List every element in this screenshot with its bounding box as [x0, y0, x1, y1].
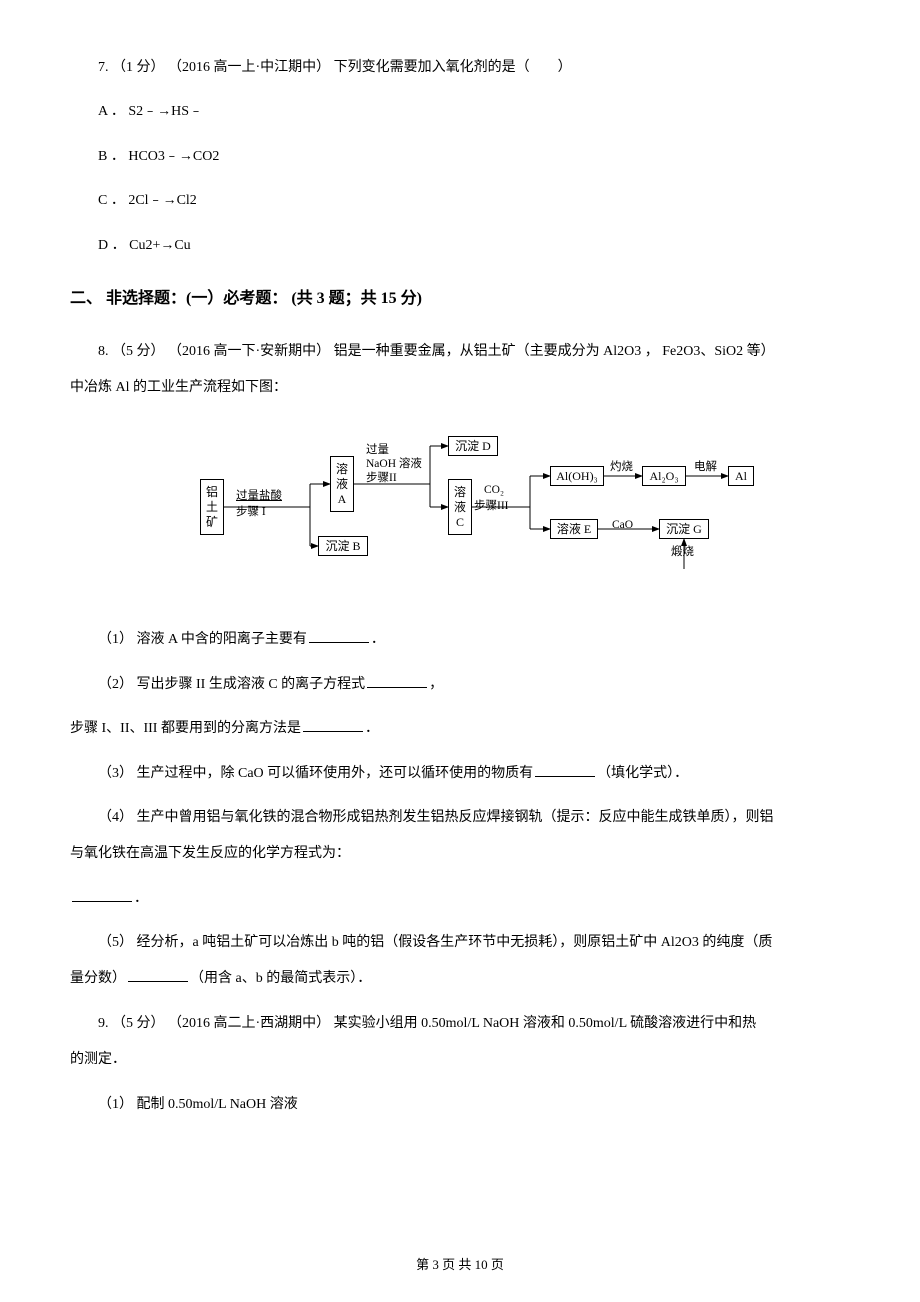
q7-option-a: A ． S2﹣→HS﹣ — [70, 94, 850, 130]
q8-header-line1: 8. （5 分） （2016 高一下·安新期中） 铝是一种重要金属，从铝土矿（主… — [70, 334, 850, 370]
q8-sub4-blank: ． — [70, 881, 850, 917]
flowchart-label-step3a: CO₂ — [484, 484, 504, 497]
q8-sub1-end: ． — [371, 632, 385, 647]
q8-sub4: （4） 生产中曾用铝与氧化铁的混合物形成铝热剂发生铝热反应焊接钢轨（提示：反应中… — [70, 800, 850, 873]
flowchart-node-al2o3: Al₂O₃ — [642, 466, 686, 486]
blank — [72, 886, 132, 902]
flowchart-node-precipD: 沉淀 D — [448, 436, 498, 456]
q7-option-b: B ． HCO3﹣→CO2 — [70, 139, 850, 175]
q8-header: 8. （5 分） （2016 高一下·安新期中） 铝是一种重要金属，从铝土矿（主… — [70, 334, 850, 407]
blank — [535, 761, 595, 777]
flowchart-node-solE: 溶液 E — [550, 519, 598, 539]
q7-option-d: D ． Cu2+→Cu — [70, 228, 850, 264]
q7-header: 7. （1 分） （2016 高一上·中江期中） 下列变化需要加入氧化剂的是（ … — [70, 50, 850, 86]
flowchart-label-step1a: 过量盐酸 — [236, 490, 282, 503]
q7-option-c: C ． 2Cl﹣→Cl2 — [70, 183, 850, 219]
q8-sub5: （5） 经分析，a 吨铝土矿可以冶炼出 b 吨的铝（假设各生产环节中无损耗），则… — [70, 925, 850, 998]
q8-sub2a-text: （2） 写出步骤 II 生成溶液 C 的离子方程式 — [98, 677, 365, 692]
blank — [128, 966, 188, 982]
flowchart-label-burn: 灼烧 — [610, 461, 633, 474]
q9-header-line1: 9. （5 分） （2016 高二上·西湖期中） 某实验小组用 0.50mol/… — [70, 1006, 850, 1042]
q8-sub2b: 步骤 I、II、III 都要用到的分离方法是 ． — [70, 711, 850, 747]
q8-sub4-end: ． — [134, 891, 148, 906]
flowchart-node-al: Al — [728, 466, 754, 486]
q8-sub5-line2: 量分数） — [70, 971, 126, 986]
flowchart-label-electro: 电解 — [694, 461, 717, 474]
flowchart-node-precipB: 沉淀 B — [318, 536, 368, 556]
flowchart-node-precipG: 沉淀 G — [659, 519, 709, 539]
q8-sub5-line1: （5） 经分析，a 吨铝土矿可以冶炼出 b 吨的铝（假设各生产环节中无损耗），则… — [70, 925, 850, 961]
flowchart-label-cao: CaO — [612, 519, 633, 532]
flowchart-node-solC: 溶 液 C — [448, 479, 472, 535]
flowchart-label-step2c: 步骤II — [366, 472, 397, 485]
q8-sub2b-text: 步骤 I、II、III 都要用到的分离方法是 — [70, 721, 301, 736]
q8-sub1-text: （1） 溶液 A 中含的阳离子主要有 — [98, 632, 307, 647]
flowchart-connectors — [200, 424, 820, 604]
q8-sub2a: （2） 写出步骤 II 生成溶液 C 的离子方程式 ， — [70, 667, 850, 703]
flowchart-label-step2b: NaOH 溶液 — [366, 458, 422, 471]
q8-sub3: （3） 生产过程中，除 CaO 可以循环使用外，还可以循环使用的物质有 （填化学式… — [70, 756, 850, 792]
flowchart-node-solA: 溶 液 A — [330, 456, 354, 512]
q8-sub2a-end: ， — [429, 677, 443, 692]
q8-sub4-line1: （4） 生产中曾用铝与氧化铁的混合物形成铝热剂发生铝热反应焊接钢轨（提示：反应中… — [70, 800, 850, 836]
q9-header-line2: 的测定． — [70, 1042, 850, 1078]
q8-header-line2: 中冶炼 Al 的工业生产流程如下图： — [70, 370, 850, 406]
section2-heading: 二、 非选择题：(一）必考题： (共 3 题；共 15 分) — [70, 278, 850, 320]
flowchart-node-aloh3: Al(OH)₃ — [550, 466, 604, 486]
q9-header: 9. （5 分） （2016 高二上·西湖期中） 某实验小组用 0.50mol/… — [70, 1006, 850, 1079]
blank — [309, 627, 369, 643]
page-footer: 第 3 页 共 10 页 — [0, 1248, 920, 1282]
q8-sub5-end: （用含 a、b 的最简式表示）． — [190, 971, 371, 986]
q8-flowchart: 铝 土 矿 溶 液 A 沉淀 B 沉淀 D 溶 液 C Al(OH)₃ 溶液 E Al₂O₃ A… — [200, 424, 820, 604]
flowchart-label-calcine: 煅烧 — [671, 546, 694, 559]
flowchart-label-step2a: 过量 — [366, 444, 389, 457]
q8-sub1: （1） 溶液 A 中含的阳离子主要有 ． — [70, 622, 850, 658]
flowchart-label-step1b: 步骤 I — [236, 506, 266, 519]
q8-sub5-line2-wrap: 量分数） （用含 a、b 的最简式表示）． — [70, 961, 850, 997]
q8-sub4-line2: 与氧化铁在高温下发生反应的化学方程式为： — [70, 836, 850, 872]
q8-sub3-end: （填化学式）． — [597, 766, 688, 781]
blank — [367, 672, 427, 688]
flowchart-node-bauxite: 铝 土 矿 — [200, 479, 224, 535]
q9-sub1: （1） 配制 0.50mol/L NaOH 溶液 — [70, 1087, 850, 1123]
flowchart-label-step3b: 步骤III — [474, 500, 509, 513]
q8-sub3-text: （3） 生产过程中，除 CaO 可以循环使用外，还可以循环使用的物质有 — [98, 766, 533, 781]
q8-sub2b-end: ． — [365, 721, 379, 736]
blank — [303, 716, 363, 732]
